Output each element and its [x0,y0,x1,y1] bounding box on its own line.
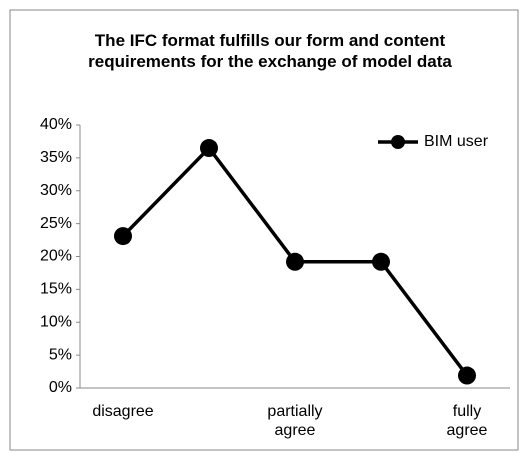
point-marker [114,227,132,246]
x-tick-text: partially agree [267,403,323,439]
x-tick-label: disagree [83,402,163,421]
x-tick-label: fully agree [427,402,507,440]
point-marker [200,139,218,158]
legend-marker [391,135,405,149]
point-marker [286,252,304,271]
y-tick-label: 35% [40,149,72,166]
y-tick-label: 5% [49,346,72,363]
legend-label: BIM user [424,133,489,150]
y-tick-label: 25% [40,215,72,232]
y-tick-label: 20% [40,248,72,265]
y-tick-label: 0% [49,379,72,396]
chart-title: The IFC format fulfills our form and con… [88,31,452,71]
y-tick-label: 10% [40,313,72,330]
y-tick-label: 40% [40,116,72,133]
y-tick-label: 15% [40,281,72,298]
x-tick-text: fully agree [446,403,488,439]
x-tick-label: partially agree [255,402,335,440]
x-tick-text: disagree [92,403,154,420]
point-marker [458,366,476,385]
chart-border [9,9,519,451]
point-marker [372,252,390,271]
y-tick-label: 30% [40,182,72,199]
